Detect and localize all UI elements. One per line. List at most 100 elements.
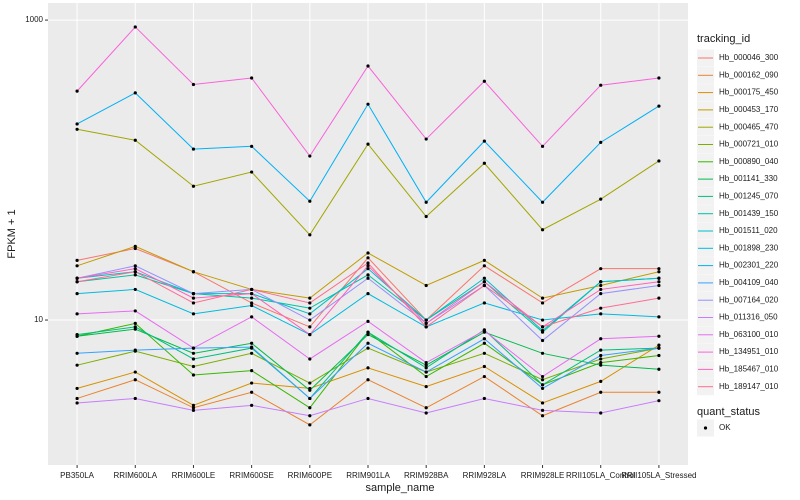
y-axis-title: FPKM + 1 [6,209,18,258]
data-point [133,91,137,95]
data-point [482,161,486,165]
data-point [75,258,79,262]
data-point [191,296,196,300]
data-point [366,292,370,296]
data-point [250,381,254,385]
data-point [133,270,137,274]
x-tick-label: PB350LA [60,471,94,480]
data-point [308,318,312,322]
legend-label: Hb_001439_150 [719,209,779,218]
data-point [308,199,312,203]
data-point [599,283,603,288]
data-point [657,159,661,163]
legend-label: Hb_001245_070 [719,192,779,201]
x-tick-label: RRIM928LA [463,471,507,480]
data-point [366,341,370,345]
data-point [366,264,370,268]
data-point [308,414,312,418]
data-point [657,334,661,338]
data-point [366,256,370,260]
data-point [657,104,661,108]
data-point [133,264,137,268]
data-point [308,312,312,316]
legend-label: Hb_011316_050 [719,313,778,322]
y-tick-label: 1000 [25,15,43,24]
data-point [657,283,661,288]
data-point [424,214,428,219]
data-point [599,353,603,358]
x-axis-title: sample_name [365,482,434,494]
data-point [540,318,545,322]
data-point [250,390,254,394]
data-point [599,197,603,201]
data-point [366,64,370,68]
data-point [75,127,79,131]
data-point [250,287,254,292]
data-point [191,373,196,377]
data-point [657,76,661,80]
data-point [657,267,661,271]
x-tick-label: RRIM600PE [288,471,332,480]
data-point [133,348,137,352]
data-point [540,329,545,333]
data-point [657,399,661,403]
data-point [75,264,79,268]
data-point [133,378,137,382]
data-point [540,296,545,300]
legend-label: Hb_000465_470 [719,122,779,131]
data-point [599,348,603,352]
data-point [250,345,254,349]
data-point [424,374,428,379]
data-point [657,367,661,371]
legend-label: Hb_000162_090 [719,70,779,79]
data-point [657,346,661,350]
data-point [482,341,486,345]
legend-label: Hb_000890_040 [719,157,779,166]
data-point [424,283,428,288]
data-point [366,378,370,382]
data-point [191,357,196,361]
data-point [75,122,79,126]
legend-label: Hb_001511_020 [719,226,778,235]
data-point [133,321,137,325]
data-point [599,287,603,292]
data-point [482,276,486,280]
data-point [424,361,428,365]
data-point [366,273,370,277]
data-point [657,280,661,284]
data-point [424,411,428,415]
data-point [308,423,312,427]
data-point [191,364,196,369]
legend-label: Hb_000721_010 [719,140,779,149]
data-point [540,383,545,387]
data-point [191,351,196,355]
data-point [540,325,545,329]
data-point [75,276,79,280]
data-point [250,301,254,305]
data-point [191,147,196,151]
data-point [308,306,312,310]
legend-label: Hb_001898_230 [719,243,779,252]
x-tick-label: RRIM901LA [346,471,390,480]
data-point [191,312,196,316]
data-point [657,315,661,319]
legend-label: Hb_004109_040 [719,278,779,287]
data-point [424,406,428,410]
x-tick-label: RRII105LA_Stressed [621,471,696,480]
data-point [250,403,254,407]
data-point [424,200,428,204]
data-point [75,312,79,316]
data-point [424,321,428,325]
data-point [133,273,137,277]
data-point [657,296,661,300]
data-point [366,102,370,106]
data-point [599,280,603,284]
data-point [250,170,254,174]
data-point [599,140,603,144]
data-point [540,414,545,418]
x-tick-label: RRIM600LE [172,471,216,480]
data-point [133,327,137,331]
data-point [366,319,370,323]
data-point [482,280,486,284]
data-point [482,283,486,288]
